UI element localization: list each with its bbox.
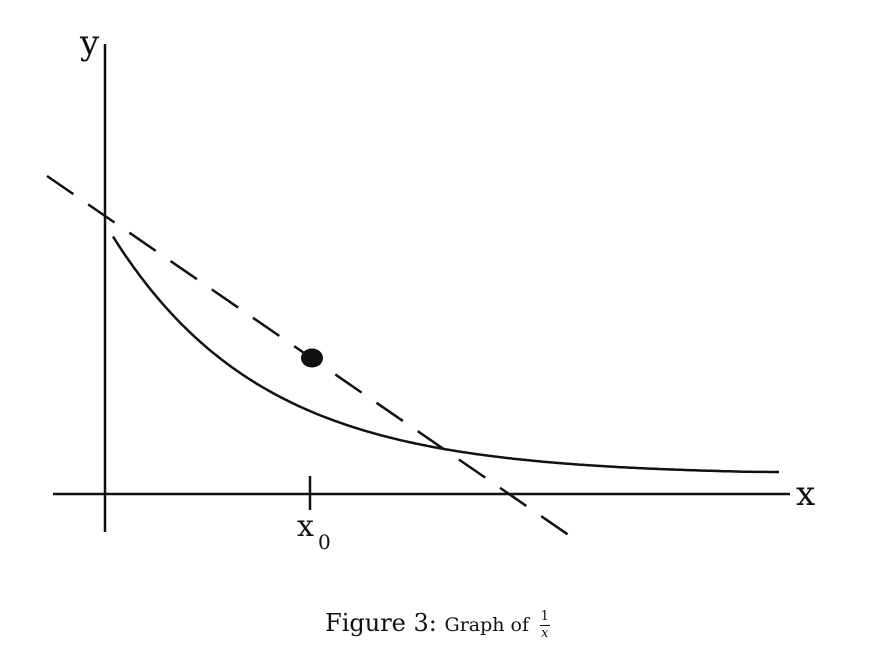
caption-fraction: 1 x bbox=[539, 609, 550, 641]
fraction-denominator: x bbox=[541, 625, 549, 641]
x0-subscript: 0 bbox=[318, 530, 331, 554]
x0-label: x bbox=[297, 509, 314, 544]
figure-caption: Figure 3: Graph of 1 x bbox=[0, 610, 875, 640]
tangent-point bbox=[301, 348, 323, 368]
caption-prefix: Figure 3: bbox=[325, 608, 437, 637]
caption-text: Graph of bbox=[444, 613, 530, 636]
fraction-numerator: 1 bbox=[539, 609, 550, 626]
y-axis-label: y bbox=[79, 23, 100, 63]
hyperbola-curve bbox=[111, 235, 779, 474]
x-axis-label: x bbox=[796, 474, 815, 514]
